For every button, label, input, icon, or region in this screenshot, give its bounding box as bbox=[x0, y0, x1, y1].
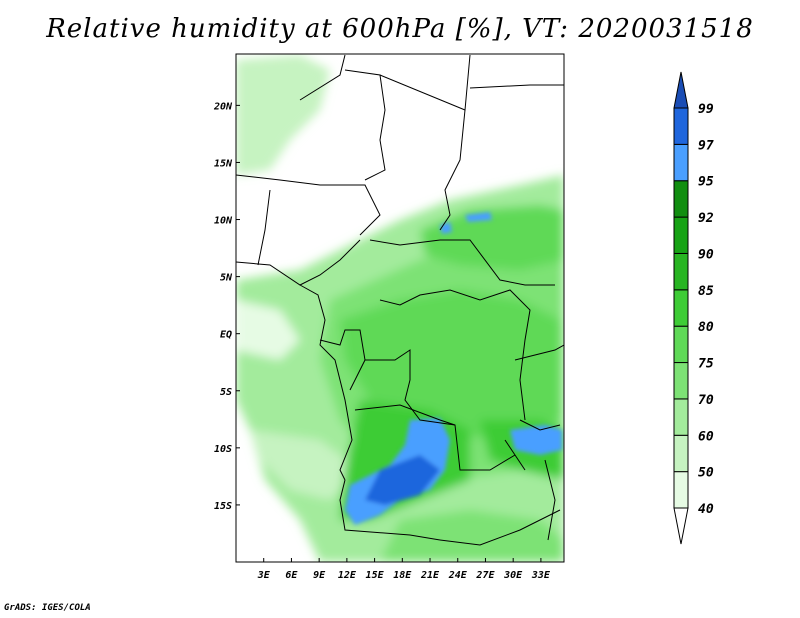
colorbar-label: 70 bbox=[698, 393, 714, 408]
colorbar-segment bbox=[673, 398, 689, 436]
colorbar-label: 80 bbox=[698, 320, 714, 335]
lat-tick-label: 10S bbox=[214, 444, 232, 455]
lat-tick-label: 5S bbox=[220, 387, 232, 398]
colorbar-label: 60 bbox=[698, 429, 714, 444]
lat-tick-label: 20N bbox=[213, 101, 233, 112]
lon-tick-label: 27E bbox=[475, 570, 495, 581]
colorbar-label: 92 bbox=[698, 211, 714, 226]
lat-tick-label: 5N bbox=[220, 273, 233, 284]
lon-tick-label: 12E bbox=[338, 570, 357, 581]
colorbar-low-arrow bbox=[673, 507, 689, 545]
colorbar-segment bbox=[673, 325, 689, 364]
lat-tick-label: 10N bbox=[214, 216, 233, 227]
longitude-ticks: 3E 6E 9E 12E 15E 18E 21E 24E 27E 30E 33E bbox=[257, 558, 551, 581]
colorbar-segment bbox=[673, 434, 689, 473]
colorbar: 40 50 60 70 75 80 85 90 92 95 97 99 bbox=[673, 71, 714, 545]
colorbar-label: 50 bbox=[698, 466, 714, 481]
colorbar-label: 97 bbox=[698, 138, 714, 153]
lon-tick-label: 6E bbox=[285, 570, 298, 581]
lat-tick-label: 15N bbox=[214, 158, 233, 169]
colorbar-segment bbox=[673, 107, 689, 145]
lon-tick-label: 24E bbox=[448, 570, 468, 581]
colorbar-segment bbox=[673, 180, 689, 218]
colorbar-segment bbox=[673, 471, 689, 509]
colorbar-segment bbox=[673, 252, 689, 291]
colorbar-segment bbox=[673, 143, 689, 182]
colorbar-segment bbox=[673, 216, 689, 254]
country-borders bbox=[236, 54, 564, 546]
lon-tick-label: 18E bbox=[393, 570, 412, 581]
colorbar-high-arrow bbox=[673, 71, 689, 109]
lon-tick-label: 30E bbox=[503, 570, 523, 581]
lon-tick-label: 15E bbox=[366, 570, 385, 581]
colorbar-label: 75 bbox=[698, 357, 714, 372]
colorbar-label: 99 bbox=[698, 102, 714, 117]
map-frame bbox=[235, 53, 565, 563]
lon-tick-label: 3E bbox=[257, 570, 271, 581]
lon-tick-label: 21E bbox=[420, 570, 440, 581]
colorbar-segment bbox=[673, 362, 689, 400]
colorbar-label: 95 bbox=[698, 175, 714, 190]
colorbar-label: 90 bbox=[698, 247, 714, 262]
lon-tick-label: 9E bbox=[313, 570, 326, 581]
colorbar-label: 85 bbox=[698, 284, 714, 299]
latitude-ticks: 20N 15N 10N 5N EQ 5S 10S 15S bbox=[213, 101, 240, 512]
humidity-field bbox=[236, 54, 564, 562]
lat-tick-label: EQ bbox=[220, 330, 232, 341]
grads-credit: GrADS: IGES/COLA bbox=[4, 603, 91, 613]
colorbar-label: 40 bbox=[698, 502, 714, 517]
lat-tick-label: 15S bbox=[214, 501, 232, 512]
lon-tick-label: 33E bbox=[531, 570, 551, 581]
map-title: Relative humidity at 600hPa [%], VT: 202… bbox=[46, 14, 754, 44]
colorbar-segment bbox=[673, 289, 689, 327]
